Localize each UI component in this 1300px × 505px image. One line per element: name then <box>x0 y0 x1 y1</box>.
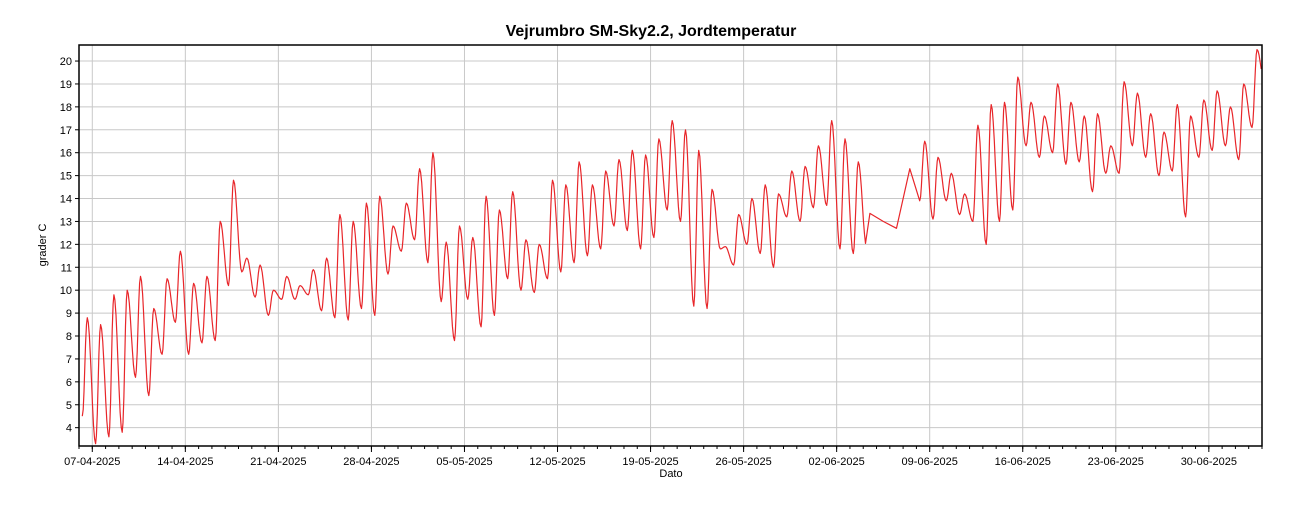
x-tick-label: 23-06-2025 <box>1088 456 1144 468</box>
y-tick-label: 17 <box>60 125 72 137</box>
y-tick-label: 7 <box>66 354 72 366</box>
x-axis-label: Dato <box>659 468 682 480</box>
y-tick-label: 6 <box>66 377 72 389</box>
x-tick-label: 12-05-2025 <box>529 456 585 468</box>
grid <box>79 45 1262 446</box>
y-tick-label: 14 <box>60 194 72 206</box>
y-tick-label: 19 <box>60 79 72 91</box>
y-tick-label: 10 <box>60 285 72 297</box>
y-tick-label: 20 <box>60 56 72 68</box>
y-tick-label: 16 <box>60 148 72 160</box>
y-tick-label: 11 <box>61 262 72 274</box>
y-axis-label: grader C <box>37 224 49 267</box>
series-area <box>81 49 1262 445</box>
x-tick-label: 02-06-2025 <box>809 456 865 468</box>
y-tick-label: 4 <box>66 423 72 435</box>
y-tick-label: 18 <box>60 102 72 114</box>
y-tick-label: 8 <box>66 331 72 343</box>
axes: 4 5 6 7 8 9 10 11 12 13 14 15 16 17 18 19 20 07-04-2025 14… <box>60 56 1263 468</box>
x-tick-label: 07-04-2025 <box>64 456 120 468</box>
y-tick-label: 15 <box>60 171 72 183</box>
x-tick-label: 14-04-2025 <box>157 456 213 468</box>
x-tick-label: 09-06-2025 <box>902 456 958 468</box>
y-tick-label: 13 <box>60 216 72 228</box>
chart-title: Vejrumbro SM-Sky2.2, Jordtemperatur <box>506 23 797 40</box>
y-tick-label: 5 <box>66 400 72 412</box>
x-tick-label: 05-05-2025 <box>436 456 492 468</box>
x-tick-label: 16-06-2025 <box>995 456 1051 468</box>
x-tick-label: 19-05-2025 <box>622 456 678 468</box>
y-tick-label: 12 <box>60 239 72 251</box>
x-tick-label: 28-04-2025 <box>343 456 399 468</box>
y-tick-label: 9 <box>66 308 72 320</box>
x-tick-label: 26-05-2025 <box>715 456 771 468</box>
series-line <box>81 49 1262 445</box>
x-tick-label: 21-04-2025 <box>250 456 306 468</box>
plot-frame <box>78 44 1263 447</box>
x-tick-label: 30-06-2025 <box>1181 456 1237 468</box>
